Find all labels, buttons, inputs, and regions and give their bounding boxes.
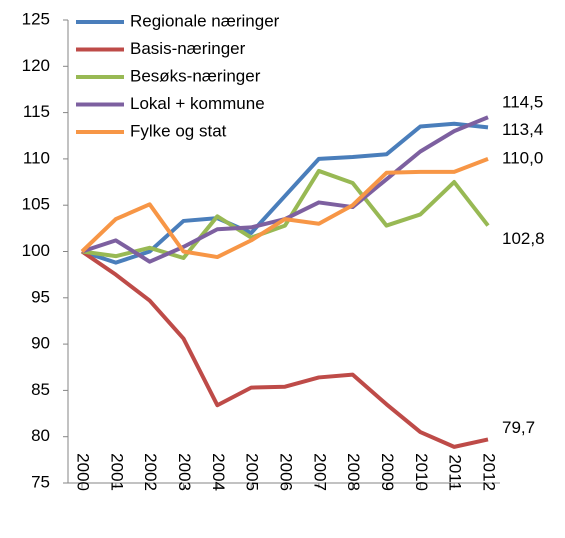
y-tick-label: 75 (31, 472, 50, 491)
y-tick-label: 80 (31, 426, 50, 445)
data-label: 110,0 (502, 148, 543, 167)
x-tick-label: 2002 (141, 453, 160, 491)
y-tick-label: 115 (23, 102, 50, 121)
y-tick-label: 125 (22, 9, 50, 28)
legend-label: Basis-næringer (130, 39, 246, 58)
y-tick-label: 100 (22, 241, 50, 260)
legend-label: Lokal + kommune (130, 94, 265, 113)
x-tick-label: 2005 (243, 453, 262, 491)
series-line (80, 157, 489, 260)
x-tick-label: 2004 (209, 453, 228, 491)
x-tick-label: 2010 (412, 453, 431, 491)
legend-label: Fylke og stat (130, 121, 227, 140)
x-tick-label: 2006 (277, 453, 296, 491)
data-label: 102,8 (502, 229, 545, 248)
data-label: 113,4 (502, 120, 543, 139)
x-tick-label: 2012 (480, 453, 499, 491)
y-tick-label: 110 (23, 148, 50, 167)
series-line (81, 168, 490, 260)
legend-label: Besøks-næringer (130, 66, 261, 85)
x-tick-label: 2003 (175, 453, 194, 491)
y-tick-label: 120 (22, 56, 50, 75)
y-tick-label: 85 (31, 380, 50, 399)
x-tick-label: 2007 (310, 453, 329, 491)
series-line (81, 121, 489, 265)
x-tick-label: 2000 (74, 453, 93, 491)
legend-label: Regionale næringer (130, 11, 280, 30)
series-line (80, 249, 489, 449)
x-tick-label: 2009 (378, 453, 397, 491)
data-label: 114,5 (502, 93, 543, 112)
x-tick-label: 2008 (344, 453, 363, 491)
x-tick-label: 2011 (446, 454, 465, 491)
y-tick-label: 95 (31, 287, 50, 306)
y-tick-label: 105 (22, 195, 50, 214)
data-label: 79,7 (502, 418, 535, 437)
x-tick-label: 2001 (107, 453, 126, 491)
y-tick-label: 90 (31, 334, 50, 353)
